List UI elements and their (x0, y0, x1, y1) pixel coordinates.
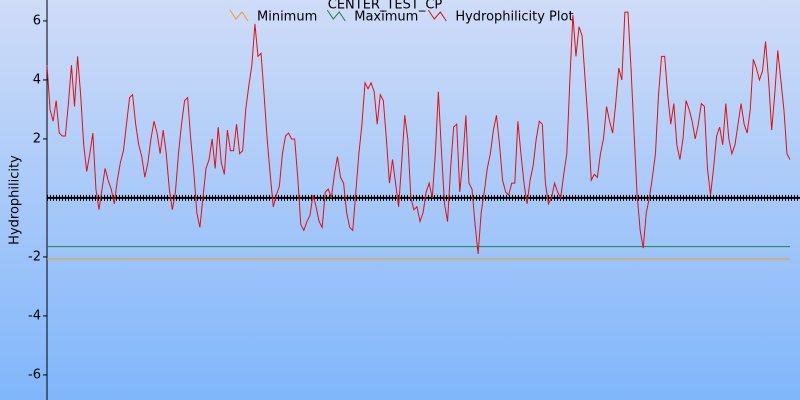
y-tick-label: -4 (28, 308, 41, 323)
legend-icon (229, 9, 249, 22)
legend-label: Hydrophilicity Plot (455, 10, 573, 25)
legend-icon (427, 9, 447, 22)
y-tick-label: -6 (28, 367, 41, 382)
data-line (46, 11, 791, 255)
y-tick-label: 2 (33, 131, 41, 146)
legend-icon (326, 9, 346, 22)
y-tick-label: 4 (33, 72, 41, 87)
chart-title: CENTER_TEST_CP (328, 0, 443, 13)
y-tick-label: 6 (33, 13, 41, 28)
y-tick-label: -2 (28, 249, 41, 264)
y-axis-label: Hydrophilicity (8, 155, 23, 245)
legend-label: Minimum (257, 10, 317, 25)
legend-label: Maximum (354, 10, 418, 25)
